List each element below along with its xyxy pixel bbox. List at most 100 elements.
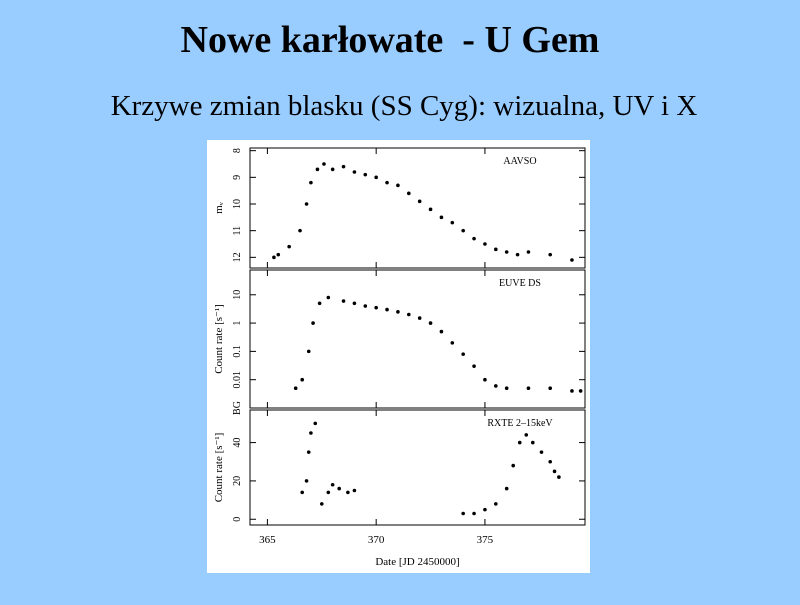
x-axis-label: Date [JD 2450000] xyxy=(375,556,459,568)
data-point xyxy=(428,207,433,212)
data-point xyxy=(524,433,529,437)
data-point xyxy=(548,386,552,391)
data-point xyxy=(548,252,552,257)
y-tick-label: 0.1 xyxy=(232,345,243,358)
data-point xyxy=(363,304,368,308)
data-point xyxy=(374,305,378,310)
data-point xyxy=(548,459,552,464)
data-point xyxy=(494,502,498,506)
data-point xyxy=(526,250,531,254)
panel-frame xyxy=(249,409,586,526)
data-point xyxy=(515,252,520,257)
data-point xyxy=(552,469,557,474)
data-point xyxy=(309,180,313,185)
data-point xyxy=(483,377,487,382)
y-tick-label: BG xyxy=(232,401,243,415)
data-point xyxy=(374,175,378,180)
y-tick-label: 8 xyxy=(232,148,243,153)
panel-frame xyxy=(249,269,586,409)
y-axis-label: Count rate [s⁻¹] xyxy=(213,433,225,503)
data-point xyxy=(461,228,465,233)
data-point xyxy=(304,479,309,483)
data-point xyxy=(311,321,315,325)
panel-annotation: EUVE DS xyxy=(499,278,541,289)
data-point xyxy=(578,389,583,393)
data-point xyxy=(313,421,318,426)
data-point xyxy=(450,341,455,345)
data-point xyxy=(330,167,335,172)
data-point xyxy=(300,377,305,382)
data-point xyxy=(385,180,389,185)
x-tick-label: 375 xyxy=(477,534,494,546)
slide-subtitle: Krzywe zmian blasku (SS Cyg): wizualna, … xyxy=(111,90,698,122)
data-point xyxy=(396,183,400,188)
y-axis-label: mᵥ xyxy=(213,201,225,214)
data-point xyxy=(472,236,476,241)
data-point xyxy=(322,162,326,166)
data-point xyxy=(428,321,433,325)
y-tick-label: 20 xyxy=(232,476,243,486)
y-tick-label: 40 xyxy=(232,438,243,448)
panel-annotation: RXTE 2–15keV xyxy=(487,418,553,429)
data-point xyxy=(472,364,476,368)
y-tick-label: 10 xyxy=(232,199,243,209)
x-tick-label: 370 xyxy=(368,534,385,546)
data-point xyxy=(530,440,535,445)
y-tick-label: 0.01 xyxy=(232,371,243,389)
data-point xyxy=(272,255,276,260)
data-point xyxy=(315,167,320,172)
data-point xyxy=(306,349,311,354)
data-point xyxy=(341,299,346,303)
y-tick-label: 9 xyxy=(232,175,243,180)
data-point xyxy=(570,258,574,262)
slide-title: Nowe karłowate - U Gem xyxy=(181,19,600,61)
data-point xyxy=(483,507,487,512)
data-point xyxy=(385,307,389,312)
figure-background xyxy=(207,140,590,573)
data-point xyxy=(570,389,574,393)
y-tick-label: 0 xyxy=(232,517,243,522)
data-point xyxy=(526,386,531,391)
data-point xyxy=(483,242,487,246)
panel-frame xyxy=(249,147,586,269)
data-point xyxy=(511,463,516,468)
data-point xyxy=(417,316,422,320)
data-point xyxy=(326,490,331,495)
y-tick-label: 10 xyxy=(232,290,243,300)
data-point xyxy=(317,301,322,306)
data-point xyxy=(352,488,357,493)
data-point xyxy=(337,486,341,491)
data-point xyxy=(539,450,544,454)
y-axis-label: Count rate [s⁻¹] xyxy=(213,304,225,374)
data-point xyxy=(304,202,309,206)
data-point xyxy=(494,247,498,252)
data-point xyxy=(417,199,422,204)
data-point xyxy=(326,295,331,300)
data-point xyxy=(504,250,509,254)
data-point xyxy=(363,172,368,177)
data-point xyxy=(330,482,335,487)
data-point xyxy=(450,220,455,225)
data-point xyxy=(406,191,411,196)
data-point xyxy=(300,490,305,495)
data-point xyxy=(461,511,465,516)
data-point xyxy=(287,244,291,249)
data-point xyxy=(306,450,311,454)
data-point xyxy=(293,386,298,391)
data-point xyxy=(276,252,281,257)
data-point xyxy=(517,440,522,445)
data-point xyxy=(346,490,350,495)
data-point xyxy=(504,486,509,491)
data-point xyxy=(472,511,476,516)
data-point xyxy=(439,329,444,334)
data-point xyxy=(319,502,324,506)
data-point xyxy=(406,312,411,317)
data-point xyxy=(439,215,444,220)
y-tick-label: 12 xyxy=(232,252,243,262)
data-point xyxy=(352,170,357,174)
y-tick-label: 1 xyxy=(232,321,243,326)
data-point xyxy=(504,386,509,391)
data-point xyxy=(557,475,561,479)
data-point xyxy=(396,310,400,314)
